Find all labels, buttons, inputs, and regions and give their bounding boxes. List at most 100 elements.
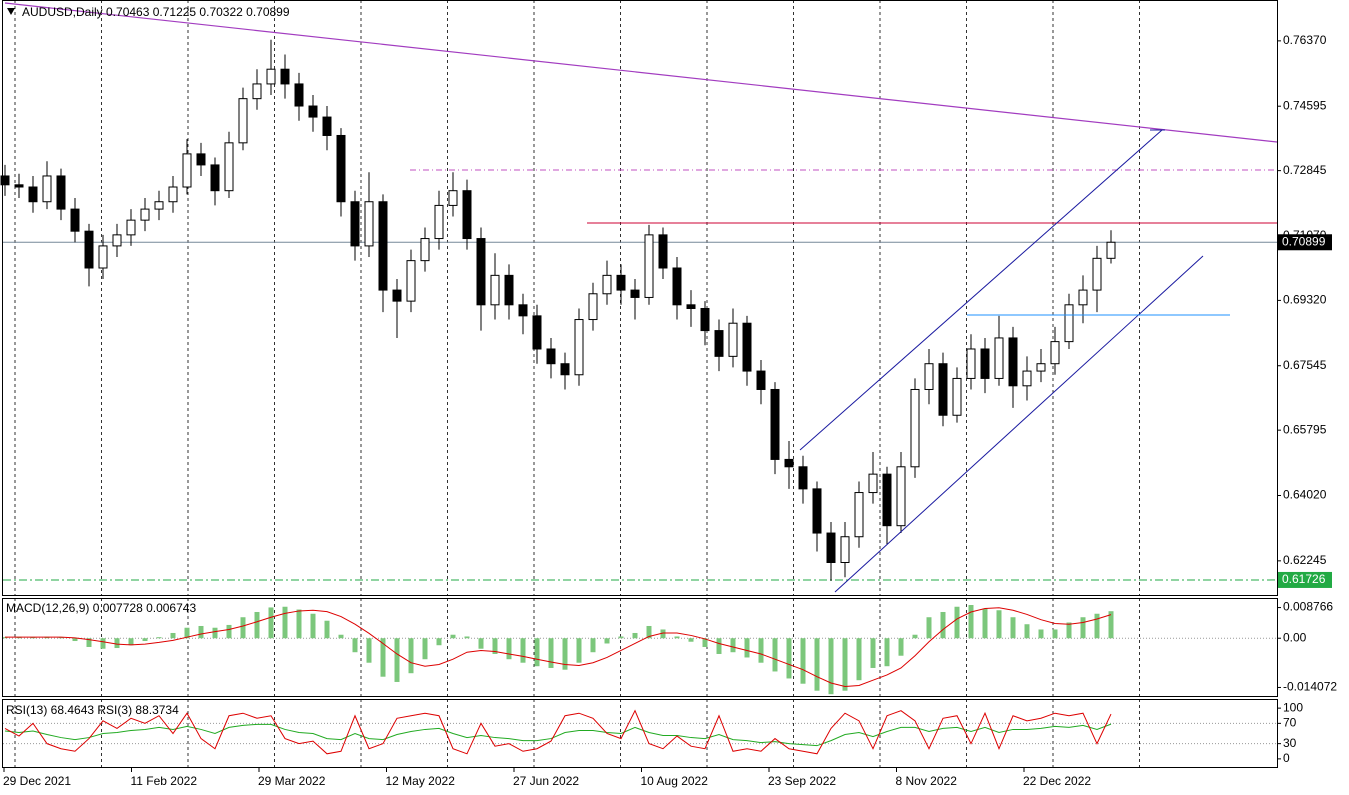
candle-body [84, 230, 94, 269]
macd-bar [926, 617, 932, 639]
candle-body [574, 319, 584, 376]
macd-bar [800, 638, 806, 684]
candle-body [700, 307, 710, 332]
x-tick-label: 29 Mar 2022 [258, 774, 326, 788]
macd-bar [562, 638, 568, 670]
macd-bar [548, 638, 554, 668]
macd-bar [296, 609, 302, 639]
price-label: 0.70899 [1282, 234, 1326, 248]
candle-body [868, 473, 878, 494]
candle-body [686, 304, 696, 309]
candle-body [1106, 241, 1116, 259]
x-tick-label: 23 Sep 2022 [768, 774, 836, 788]
macd-bar [352, 638, 358, 653]
candle-body [56, 175, 66, 210]
macd-bar [954, 606, 960, 639]
candle-body [630, 289, 640, 298]
macd-bar [450, 634, 456, 639]
candle-body [294, 83, 304, 107]
candle-body [854, 492, 864, 538]
candle-body [406, 260, 416, 302]
y-tick-label: 0.74595 [1283, 98, 1327, 112]
macd-bar [814, 638, 820, 691]
macd-bar [982, 608, 988, 639]
candle-body [266, 68, 276, 85]
candle-body [322, 116, 332, 136]
menu-arrow[interactable] [7, 8, 15, 15]
channel-line [834, 255, 1204, 593]
candle-body [308, 105, 318, 118]
candle-body [210, 164, 220, 192]
macd-bar [1024, 624, 1030, 639]
macd-bar [30, 637, 36, 639]
candle-body [672, 267, 682, 306]
candle-body [1008, 337, 1018, 387]
macd-bar [282, 606, 288, 639]
macd-bar [324, 620, 330, 639]
x-tick-label: 29 Dec 2021 [3, 774, 71, 788]
candle-body [756, 370, 766, 390]
chart-title: AUDUSD,Daily 0.70463 0.71225 0.70322 0.7… [22, 5, 290, 19]
macd-bar [268, 607, 274, 639]
macd-bar [464, 636, 470, 639]
macd-bar [870, 638, 876, 668]
panel-frames [2, 0, 1278, 768]
macd-bar [646, 625, 652, 639]
macd-bar [86, 638, 92, 647]
macd-bar [660, 629, 666, 639]
candle-body [616, 274, 626, 291]
macd-bar [436, 638, 442, 646]
trend-line [4, 2, 1278, 143]
macd-bar [772, 638, 778, 672]
rsi-line [4, 709, 1112, 755]
candle-body [112, 234, 122, 247]
y-tick-label: 0.00 [1283, 630, 1307, 644]
macd-bar [128, 638, 134, 646]
macd-bar [478, 638, 484, 649]
macd-bar [1094, 613, 1100, 639]
macd-bar [156, 637, 162, 639]
candle-body [378, 201, 388, 291]
macd-bar [730, 638, 736, 653]
candle-body [602, 274, 612, 295]
plot [0, 39, 1277, 755]
y-tick-label: 0.64020 [1283, 488, 1327, 502]
candle-body [910, 388, 920, 468]
signal-line [5, 607, 1112, 688]
channel-line [799, 129, 1163, 451]
candle-body [182, 153, 192, 188]
candle-body [448, 190, 458, 206]
candle-body [882, 473, 892, 527]
candle-body [462, 190, 472, 240]
y-tick-label: -0.014072 [1283, 680, 1337, 694]
x-tick-label: 12 May 2022 [386, 774, 456, 788]
macd-bar [394, 638, 400, 682]
macd-bar [996, 610, 1002, 639]
macd-bar [72, 638, 78, 642]
macd-bar [408, 638, 414, 674]
y-tick-label: 0.72845 [1283, 163, 1327, 177]
macd-bar [604, 638, 610, 644]
macd-bar [1052, 629, 1058, 639]
drawn-objects [4, 2, 1278, 593]
macd-bar [1038, 629, 1044, 639]
candle-body [0, 175, 10, 186]
candle-body [994, 337, 1004, 379]
y-tick-label: 0.62245 [1283, 553, 1327, 567]
macd-bar [786, 638, 792, 679]
y-tick-label: 70 [1283, 716, 1297, 730]
x-tick-label: 22 Dec 2022 [1023, 774, 1091, 788]
candle-body [518, 304, 528, 317]
macd-bar [170, 632, 176, 639]
macd-title: MACD(12,26,9) 0.007728 0.006743 [6, 601, 196, 615]
candle-body [840, 536, 850, 564]
candle-body [70, 208, 80, 232]
macd-bar [674, 636, 680, 639]
candle-body [658, 234, 668, 269]
candle-body [280, 68, 290, 85]
macd-bar [968, 604, 974, 639]
macd-bar [632, 632, 638, 639]
macd-bar [338, 634, 344, 639]
